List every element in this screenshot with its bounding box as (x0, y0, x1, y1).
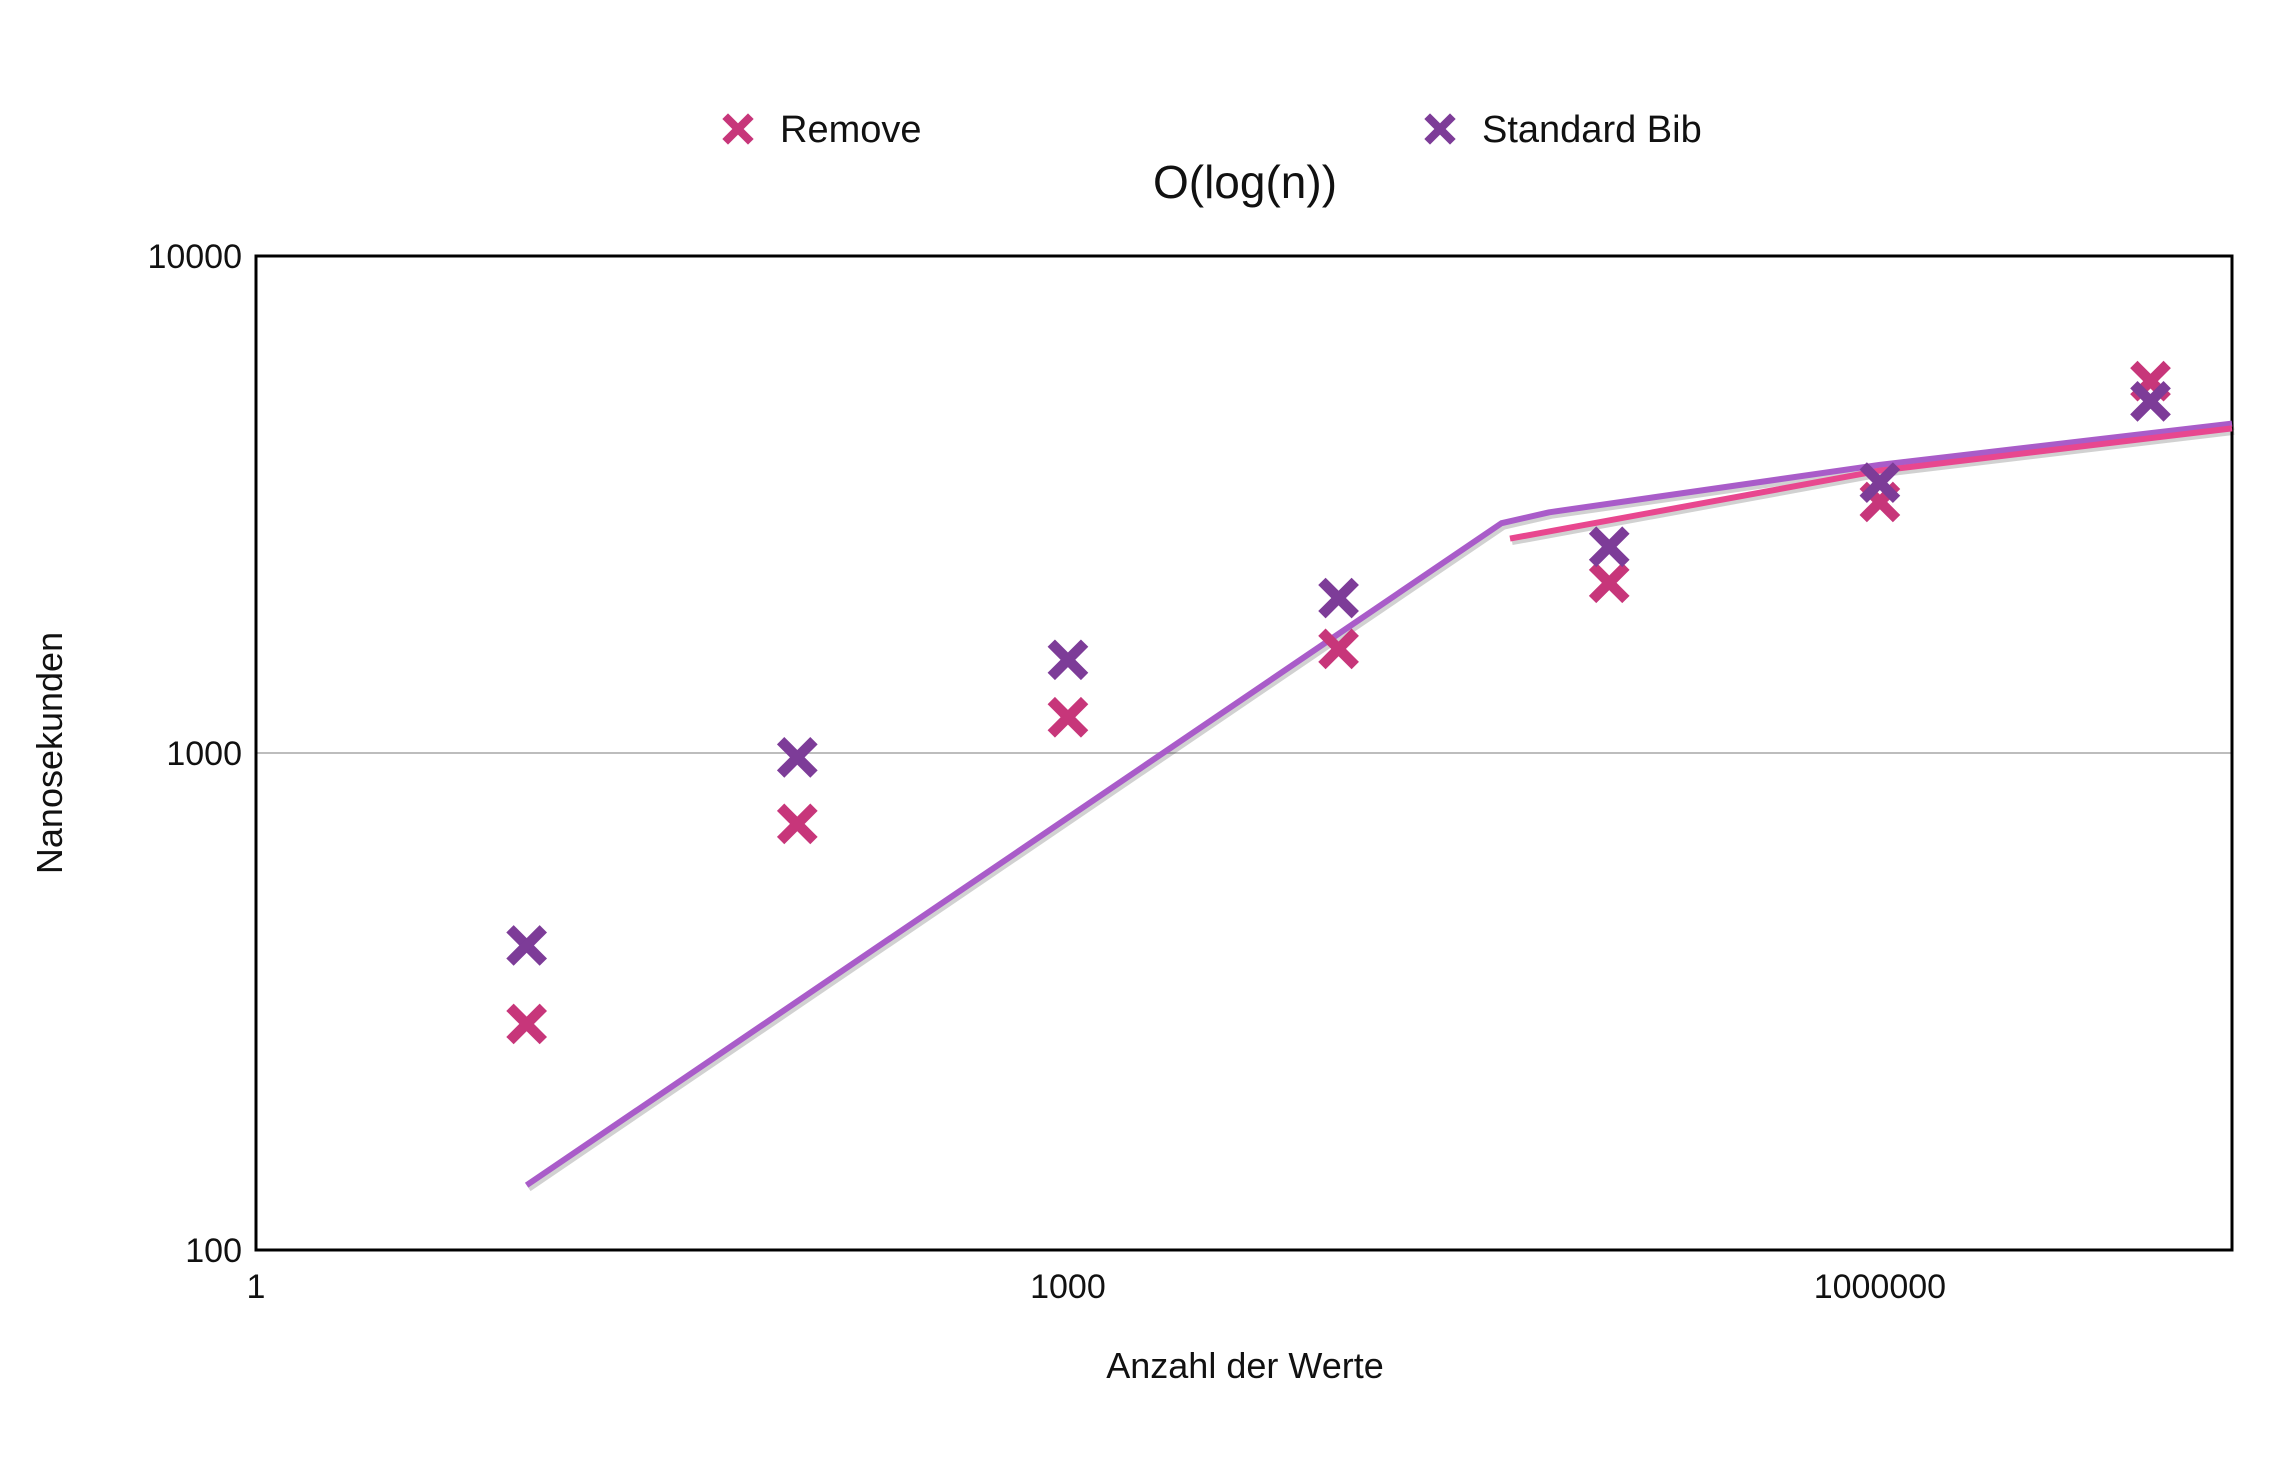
legend: Remove Standard Bib (722, 109, 1702, 151)
x-tick-label: 1000000 (1814, 1268, 1946, 1306)
chart-title: O(log(n)) (1153, 156, 1337, 208)
data-points (506, 360, 2171, 1045)
y-axis-title: Nanosekunden (29, 632, 70, 874)
legend-label-remove: Remove (780, 109, 922, 151)
x-tick-label: 1 (247, 1268, 266, 1306)
legend-marker-remove (722, 113, 754, 145)
point-standard-bib (506, 925, 548, 966)
point-remove (1318, 628, 1359, 670)
point-standard-bib (1047, 639, 1089, 681)
legend-marker-remove-shape (722, 113, 754, 145)
point-remove (1047, 696, 1089, 738)
y-tick-label: 100 (185, 1232, 242, 1270)
y-tick-label: 10000 (147, 238, 242, 276)
y-axis-ticks: 100 1000 10000 (147, 238, 242, 1270)
point-standard-bib (776, 737, 818, 778)
trendline-standard-bib (524, 420, 2233, 1188)
point-remove (776, 803, 818, 845)
legend-label-standard-bib: Standard Bib (1482, 109, 1702, 151)
x-axis-ticks: 1 1000 1000000 (247, 1268, 1947, 1306)
point-standard-bib (1859, 462, 1901, 503)
x-tick-label: 1000 (1030, 1268, 1106, 1306)
point-remove (506, 1003, 548, 1045)
point-standard-bib (1588, 526, 1630, 568)
legend-marker-standard-bib-shape (1424, 113, 1456, 145)
point-remove (1588, 562, 1630, 604)
legend-marker-standard-bib (1424, 113, 1456, 145)
x-axis-title: Anzahl der Werte (1106, 1345, 1383, 1386)
point-standard-bib (1318, 577, 1359, 619)
point-standard-bib (2130, 380, 2171, 422)
y-tick-label: 1000 (166, 735, 242, 773)
plot-frame (254, 254, 2234, 1252)
trendline-remove (1509, 425, 2233, 542)
